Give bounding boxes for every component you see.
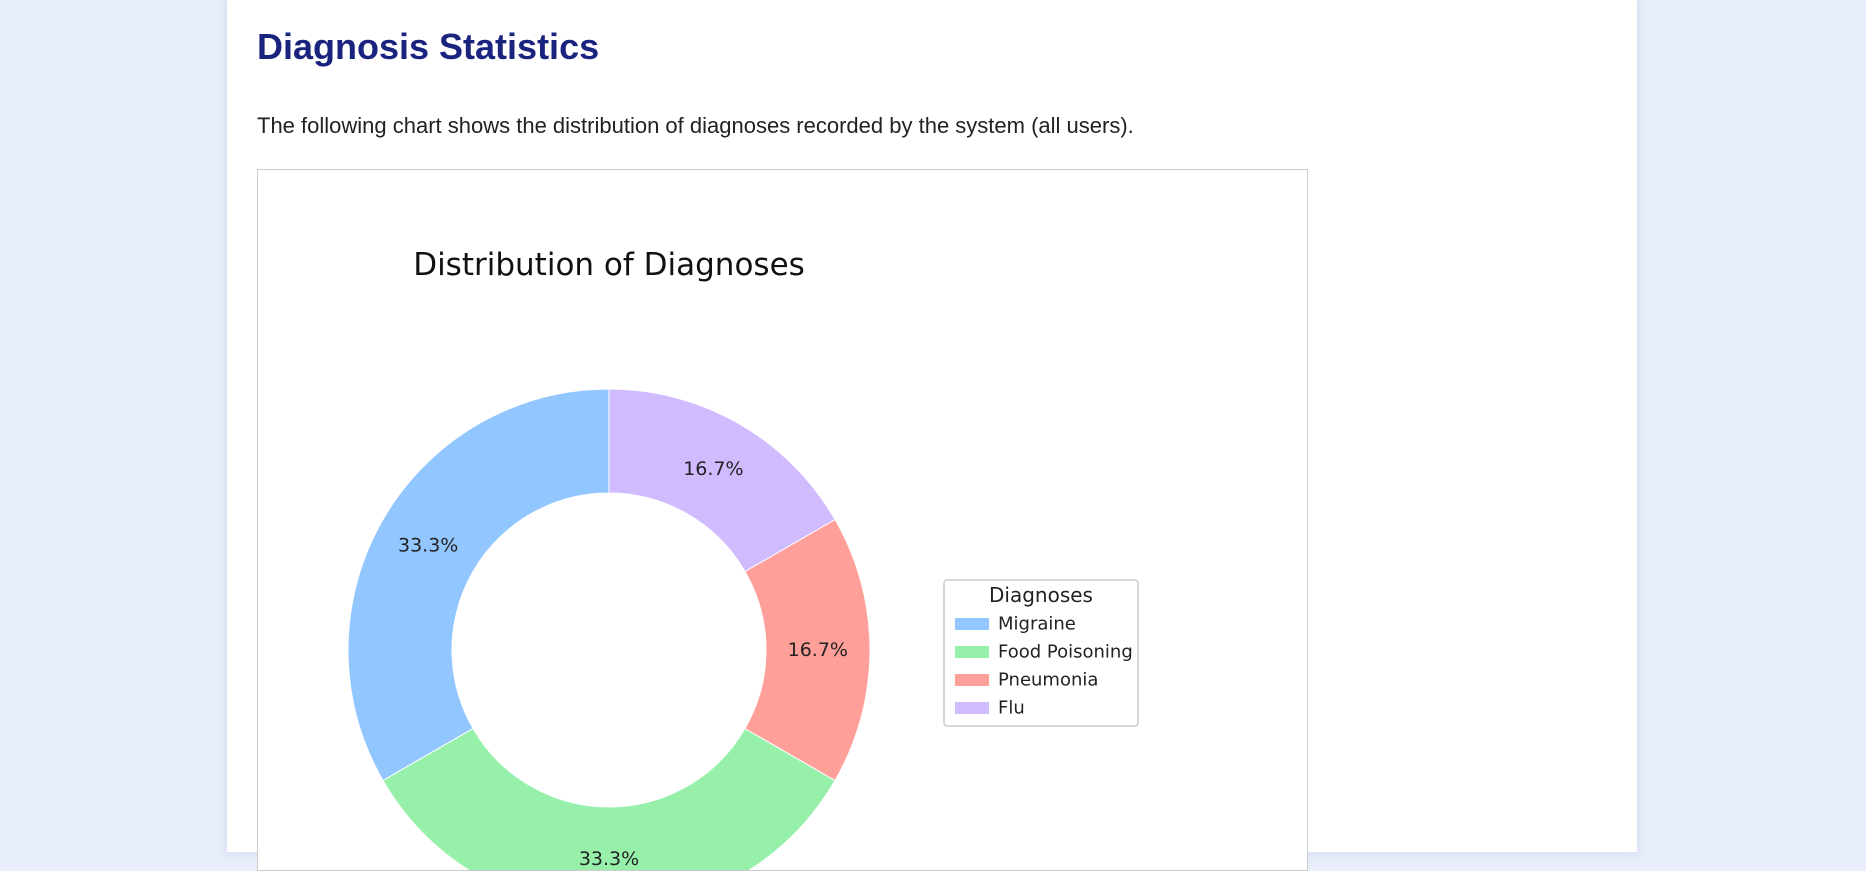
legend-label-flu: Flu <box>998 698 1025 719</box>
chart-frame: Distribution of Diagnoses 33.3% 33.3% 16.7… <box>257 169 1308 871</box>
legend-label-food-poisoning: Food Poisoning <box>998 642 1133 663</box>
page-title: Diagnosis Statistics <box>257 26 600 67</box>
legend-label-pneumonia: Pneumonia <box>998 670 1098 691</box>
slice-flu <box>608 388 836 573</box>
legend-swatch-migraine <box>955 618 989 630</box>
chart-title: Distribution of Diagnoses <box>413 247 805 283</box>
donut-slices <box>347 388 871 870</box>
percent-label-pneumonia: 16.7% <box>788 639 848 661</box>
legend-items: Migraine Food Poisoning Pneumonia Flu <box>955 614 1133 719</box>
legend-swatch-food-poisoning <box>955 646 989 658</box>
legend-swatch-flu <box>955 702 989 714</box>
chart-legend: Diagnoses Migraine Food Poisoning Pneumoni… <box>943 579 1139 727</box>
slice-food-poisoning <box>382 727 836 870</box>
percent-label-migraine: 33.3% <box>398 535 458 557</box>
legend-title: Diagnoses <box>989 583 1093 607</box>
page-description: The following chart shows the distributi… <box>257 113 1134 138</box>
percent-label-flu: 16.7% <box>683 458 743 480</box>
percent-label-food-poisoning: 33.3% <box>579 848 639 870</box>
slice-pneumonia <box>744 518 871 782</box>
content-card: Diagnosis Statistics The following chart… <box>227 0 1637 871</box>
slice-migraine <box>347 388 610 782</box>
diagnoses-donut-chart: Distribution of Diagnoses 33.3% 33.3% 16.7… <box>347 247 1139 870</box>
legend-label-migraine: Migraine <box>998 614 1076 635</box>
legend-box <box>943 579 1139 727</box>
legend-swatch-pneumonia <box>955 674 989 686</box>
